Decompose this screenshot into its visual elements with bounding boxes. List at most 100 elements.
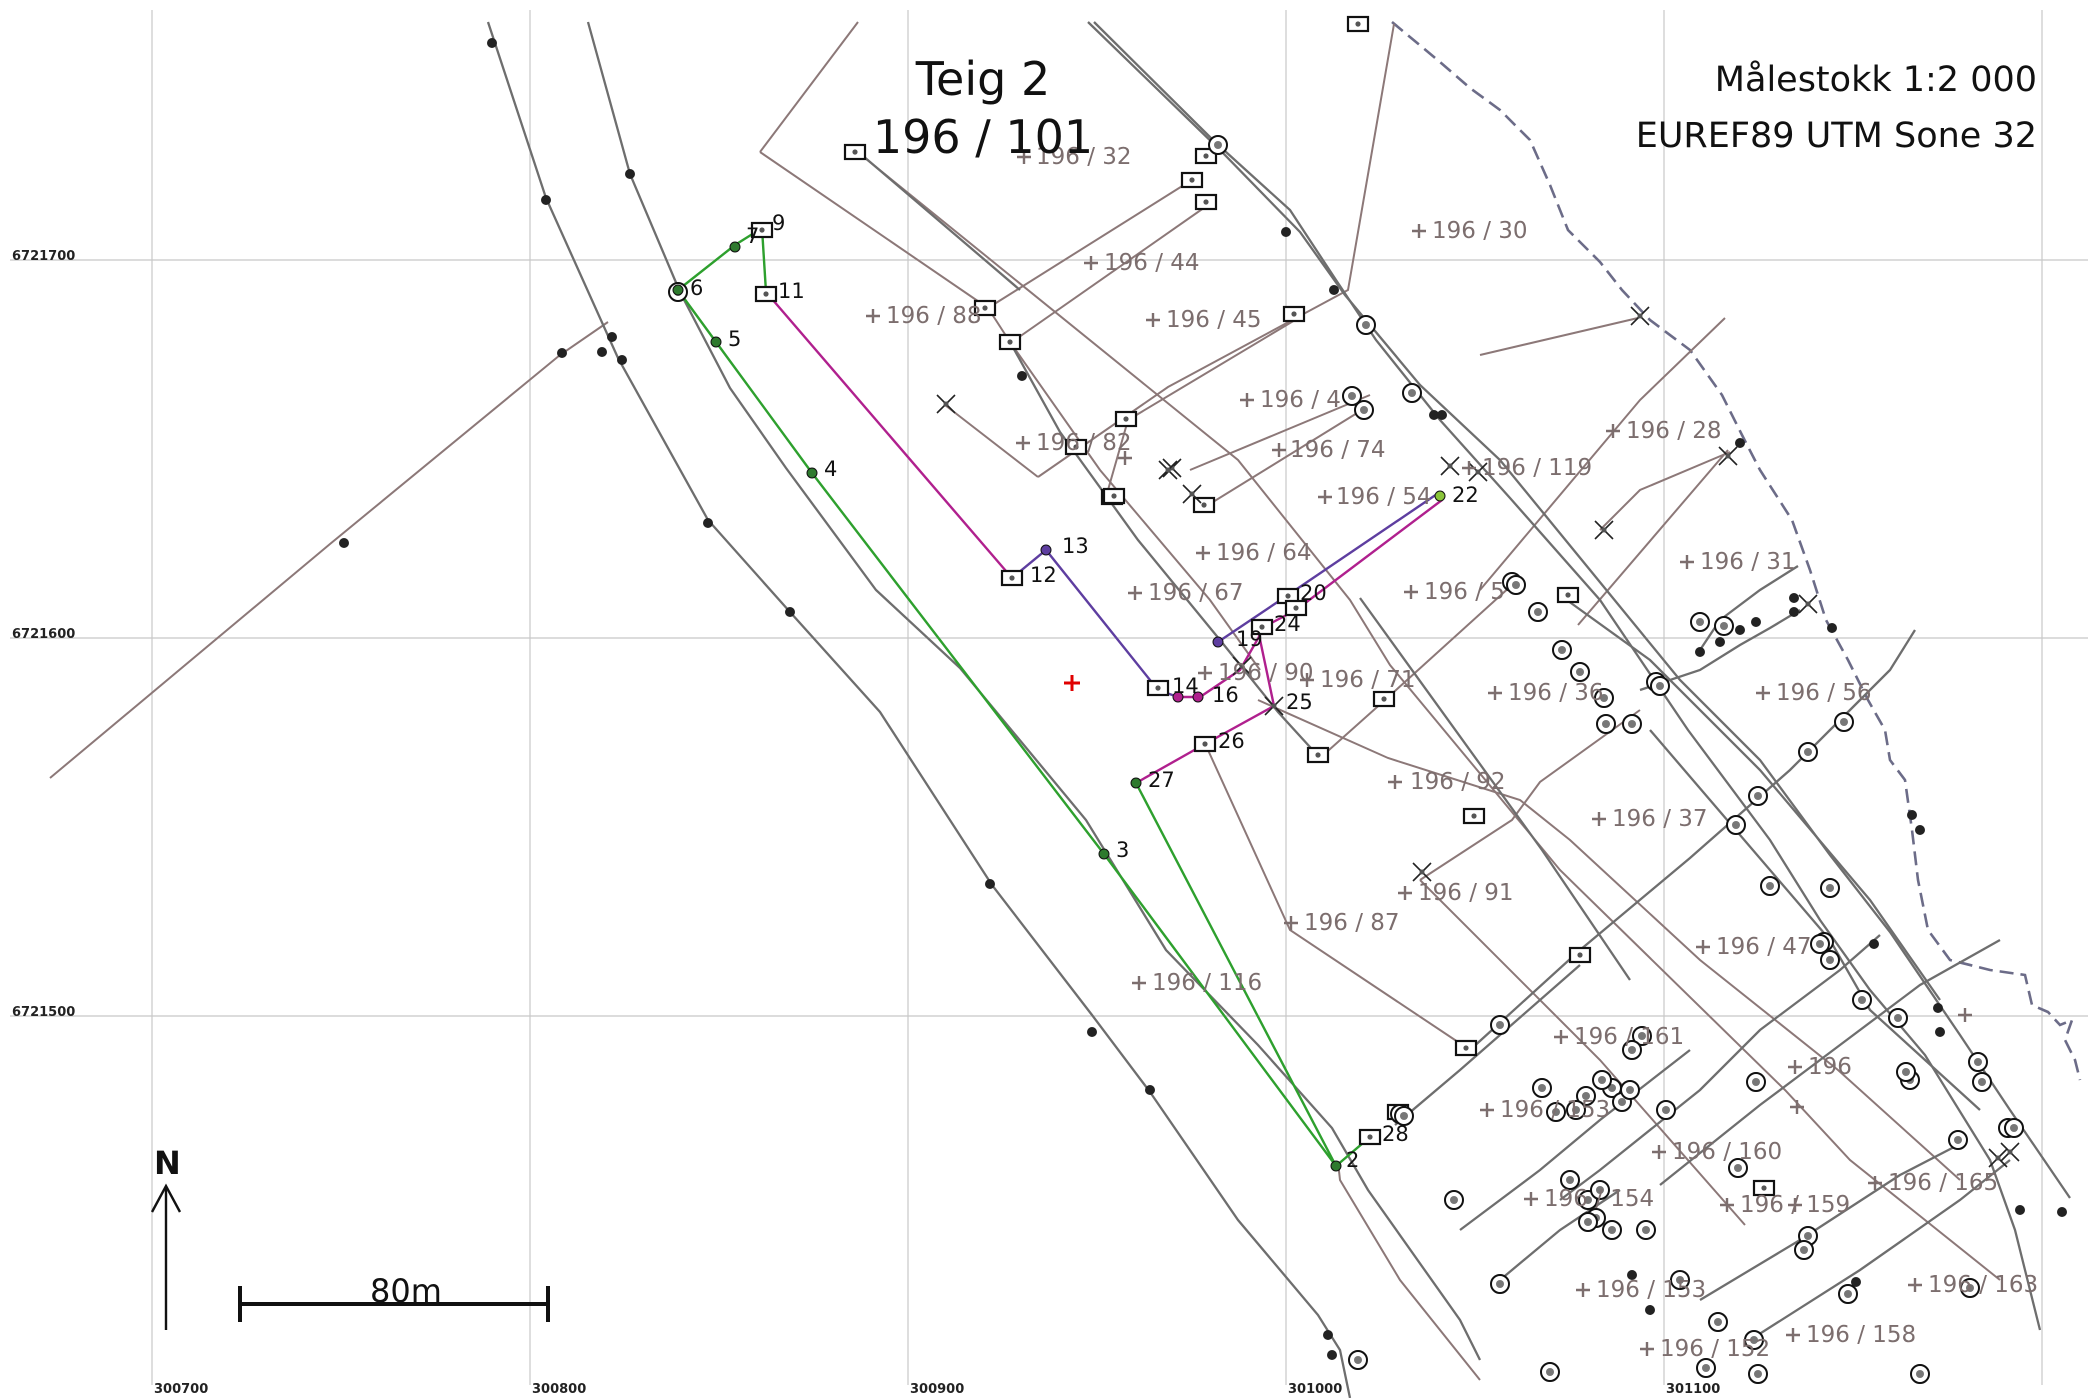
scale-bar-label: 80m bbox=[370, 1272, 442, 1310]
parcel-label: 196 / 87 bbox=[1304, 910, 1400, 936]
parcel-label: 196 / 158 bbox=[1806, 1322, 1916, 1348]
parcel-label: 196 / 92 bbox=[1410, 769, 1506, 795]
point-label-9: 9 bbox=[772, 211, 785, 235]
point-label-6: 6 bbox=[690, 276, 703, 300]
parcel-line bbox=[760, 22, 858, 152]
easting-label: 300700 bbox=[154, 1382, 208, 1397]
parcel-label: 196 / 90 bbox=[1218, 660, 1314, 686]
easting-label: 301100 bbox=[1666, 1382, 1720, 1397]
parcel-label: 196 / 54 bbox=[1336, 484, 1432, 510]
road-line bbox=[488, 22, 1350, 1398]
point-marker bbox=[711, 337, 721, 347]
point-label-4: 4 bbox=[824, 457, 837, 481]
northing-label: 6721600 bbox=[12, 627, 75, 642]
parcel-label: 196 / 47 bbox=[1716, 934, 1812, 960]
parcel-label: 196 / 165 bbox=[1888, 1170, 1998, 1196]
parcel-label: 196 / 36 bbox=[1508, 680, 1604, 706]
parcel-label: 196 / 152 bbox=[1660, 1336, 1770, 1362]
point-marker bbox=[1435, 491, 1445, 501]
parcel-label: 196 / 153 bbox=[1500, 1097, 1610, 1123]
parcel-label: 196 / 30 bbox=[1432, 218, 1528, 244]
parcel-line bbox=[1420, 710, 1640, 880]
parcel-label: 196 / 28 bbox=[1626, 418, 1722, 444]
parcel-label: 196 / 31 bbox=[1700, 549, 1796, 575]
parcel-label: 196 / 44 bbox=[1104, 250, 1200, 276]
title-line-1: Teig 2 bbox=[868, 50, 1098, 108]
parcel-label: 196 / 71 bbox=[1320, 667, 1416, 693]
map-title: Teig 2 196 / 101 bbox=[868, 50, 1098, 166]
boundary-green-west bbox=[678, 290, 1336, 1166]
parcel-label: 196 / 160 bbox=[1672, 1139, 1782, 1165]
point-marker bbox=[1041, 545, 1051, 555]
parcel-label: 196 / 159 bbox=[1740, 1192, 1850, 1218]
property-boundary bbox=[678, 228, 1442, 1166]
point-marker bbox=[730, 242, 740, 252]
point-label-26: 26 bbox=[1218, 729, 1245, 753]
easting-label: 300800 bbox=[532, 1382, 586, 1397]
parcel-line bbox=[50, 322, 608, 778]
parcel-label: 196 / 154 bbox=[1544, 1186, 1654, 1212]
point-label-28: 28 bbox=[1382, 1122, 1409, 1146]
boundary-magenta-1 bbox=[766, 292, 1012, 578]
point-label-13: 13 bbox=[1062, 534, 1089, 558]
parcel-center-marker bbox=[1064, 675, 1080, 691]
point-marker bbox=[1331, 1161, 1341, 1171]
point-label-7: 7 bbox=[746, 224, 759, 248]
point-label-25: 25 bbox=[1286, 690, 1313, 714]
point-label-24: 24 bbox=[1274, 612, 1301, 636]
title-line-2: 196 / 101 bbox=[868, 108, 1098, 166]
point-marker bbox=[1213, 637, 1223, 647]
parcel-label: 196 / 88 bbox=[886, 303, 982, 329]
parcel-label: 196 / 45 bbox=[1166, 307, 1262, 333]
point-label-27: 27 bbox=[1148, 768, 1175, 792]
parcel-label: 196 bbox=[1808, 1054, 1852, 1080]
parcel-label: 196 / 37 bbox=[1612, 806, 1708, 832]
point-label-11: 11 bbox=[778, 279, 805, 303]
easting-label: 300900 bbox=[910, 1382, 964, 1397]
parcel-label: 196 / 153 bbox=[1596, 1277, 1706, 1303]
point-label-16: 16 bbox=[1212, 683, 1239, 707]
map-crs-text: EUREF89 UTM Sone 32 bbox=[1636, 108, 2037, 164]
point-label-20: 20 bbox=[1300, 581, 1327, 605]
road-line bbox=[1650, 730, 1980, 1110]
point-marker bbox=[1131, 778, 1141, 788]
numbered-points bbox=[673, 242, 1445, 1171]
parcel-line bbox=[1600, 452, 1730, 530]
parcel-label: 196 / 5 bbox=[1424, 579, 1505, 605]
northing-label: 6721500 bbox=[12, 1005, 75, 1020]
point-label-12: 12 bbox=[1030, 563, 1057, 587]
north-label: N bbox=[154, 1144, 181, 1182]
parcel-lines bbox=[50, 22, 2000, 1380]
parcel-label: 196 / 161 bbox=[1574, 1024, 1684, 1050]
point-marker bbox=[673, 285, 683, 295]
parcel-label: 196 / 116 bbox=[1152, 970, 1262, 996]
parcel-label: 196 / 56 bbox=[1776, 680, 1872, 706]
parcel-label: 196 / 67 bbox=[1148, 580, 1244, 606]
point-marker bbox=[807, 468, 817, 478]
parcel-label: 196 / 64 bbox=[1216, 540, 1312, 566]
parcel-label: 196 / 91 bbox=[1418, 880, 1514, 906]
easting-label: 301000 bbox=[1288, 1382, 1342, 1397]
parcel-label: 196 / 119 bbox=[1482, 455, 1592, 481]
point-label-3: 3 bbox=[1116, 838, 1129, 862]
map-scale-text: Målestokk 1:2 000 bbox=[1636, 52, 2037, 108]
point-label-5: 5 bbox=[728, 327, 741, 351]
parcel-line bbox=[1578, 450, 1728, 625]
parcel-label: 196 / 4 bbox=[1260, 387, 1341, 413]
parcel-line bbox=[1480, 318, 1725, 590]
parcel-line bbox=[1480, 318, 1638, 355]
point-marker bbox=[1099, 849, 1109, 859]
road-line bbox=[856, 150, 1020, 290]
parcel-label: 196 / 74 bbox=[1290, 437, 1386, 463]
point-label-19: 19 bbox=[1236, 627, 1263, 651]
parcel-label: 196 / 82 bbox=[1036, 430, 1132, 456]
north-arrow bbox=[152, 1186, 180, 1330]
point-label-14: 14 bbox=[1172, 674, 1199, 698]
parcel-line bbox=[855, 150, 2000, 1280]
parcel-label: 196 / 163 bbox=[1928, 1272, 2038, 1298]
point-label-22: 22 bbox=[1452, 483, 1479, 507]
northing-label: 6721700 bbox=[12, 249, 75, 264]
point-label-2: 2 bbox=[1346, 1148, 1359, 1172]
map-info: Målestokk 1:2 000 EUREF89 UTM Sone 32 bbox=[1636, 52, 2037, 164]
